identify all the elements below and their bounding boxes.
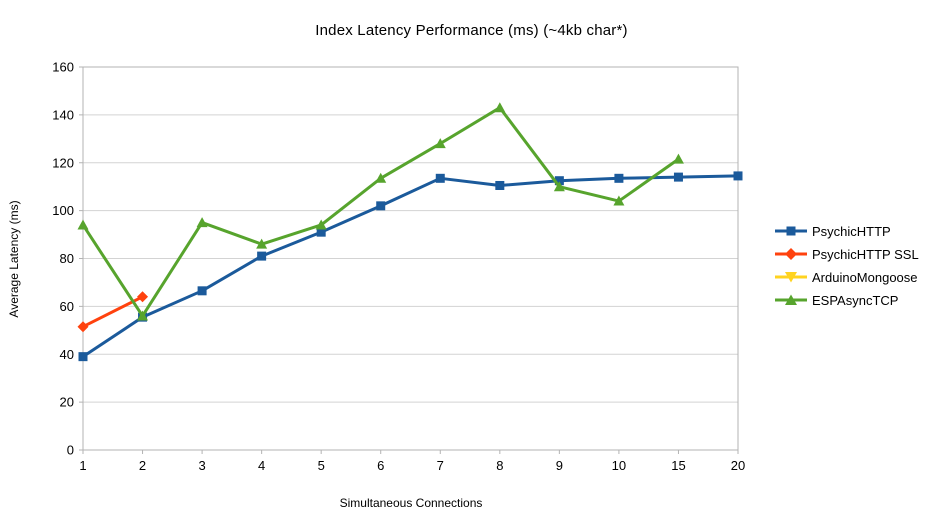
- data-point-square: [733, 171, 743, 181]
- data-point-triangle-up: [315, 219, 327, 230]
- x-tick-label: 15: [671, 458, 685, 473]
- legend-label: PsychicHTTP: [812, 223, 891, 239]
- y-tick-label: 100: [52, 203, 74, 218]
- series-line: [82, 174, 739, 358]
- data-point-triangle-up: [672, 153, 684, 164]
- y-tick-label: 140: [52, 107, 74, 122]
- chart-title: Index Latency Performance (ms) (~4kb cha…: [315, 22, 628, 39]
- legend-marker-square-icon: [775, 224, 807, 238]
- data-point-triangle-up: [137, 310, 149, 321]
- data-point-triangle-up: [434, 138, 446, 149]
- x-axis-title: Simultaneous Connections: [339, 496, 483, 510]
- data-point-square: [257, 251, 267, 261]
- x-tick-label: 7: [437, 458, 444, 473]
- series-psychichttp: [78, 171, 743, 362]
- legend-marker-diamond-icon: [775, 247, 807, 261]
- legend-marker-triangle-down-icon: [775, 270, 807, 284]
- legend-marker-triangle-up-icon: [775, 293, 807, 307]
- legend-label: ArduinoMongoose: [812, 269, 918, 285]
- data-point-square: [78, 352, 88, 362]
- data-point-square: [673, 172, 683, 182]
- legend: PsychicHTTP PsychicHTTP SSL ArduinoMongo…: [775, 222, 919, 309]
- data-point-triangle-up: [553, 181, 565, 192]
- data-point-square: [435, 173, 445, 183]
- x-tick-label: 1: [79, 458, 86, 473]
- data-point-square: [554, 176, 564, 186]
- series-espasynctcp: [77, 102, 684, 321]
- series-line: [81, 106, 680, 318]
- x-tick-label: 9: [556, 458, 563, 473]
- legend-item: PsychicHTTP SSL: [775, 245, 919, 263]
- data-point-square: [316, 227, 326, 237]
- data-point-triangle-up: [196, 217, 208, 228]
- legend-item: ArduinoMongoose: [775, 268, 919, 286]
- y-tick-label: 0: [67, 443, 74, 458]
- data-point-square: [197, 286, 207, 296]
- x-tick-label: 2: [139, 458, 146, 473]
- data-point-triangle-up: [494, 102, 506, 113]
- x-tick-label: 6: [377, 458, 384, 473]
- data-point-triangle-up: [375, 172, 387, 183]
- legend-item: ESPAsyncTCP: [775, 291, 919, 309]
- x-tick-label: 5: [318, 458, 325, 473]
- x-tick-label: 4: [258, 458, 265, 473]
- data-point-square: [495, 180, 505, 190]
- y-tick-label: 160: [52, 60, 74, 75]
- legend-label: ESPAsyncTCP: [812, 292, 899, 308]
- y-tick-label: 120: [52, 155, 74, 170]
- data-point-triangle-up: [77, 219, 89, 230]
- legend-item: PsychicHTTP: [775, 222, 919, 240]
- x-tick-label: 10: [612, 458, 626, 473]
- legend-label: PsychicHTTP SSL: [812, 246, 919, 262]
- data-point-diamond: [77, 321, 89, 333]
- data-point-diamond: [137, 291, 149, 303]
- data-point-triangle-up: [256, 238, 268, 249]
- data-point-square: [376, 201, 386, 211]
- series-psychichttp-ssl: [77, 291, 149, 333]
- y-tick-label: 40: [60, 347, 74, 362]
- x-tick-label: 3: [198, 458, 205, 473]
- y-tick-label: 20: [60, 395, 74, 410]
- y-tick-label: 60: [60, 299, 74, 314]
- y-tick-label: 80: [60, 251, 74, 266]
- data-point-square: [614, 173, 624, 183]
- y-axis-title: Average Latency (ms): [7, 200, 21, 318]
- x-tick-label: 20: [731, 458, 745, 473]
- data-point-triangle-up: [613, 195, 625, 206]
- x-tick-label: 8: [496, 458, 503, 473]
